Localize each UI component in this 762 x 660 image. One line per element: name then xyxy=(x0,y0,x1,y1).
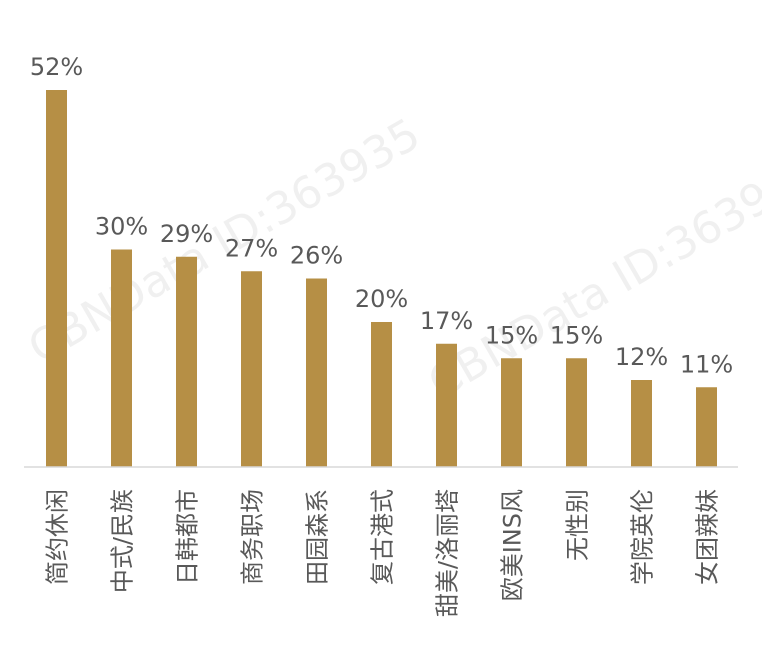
value-label-9: 12% xyxy=(615,343,668,371)
bar-7 xyxy=(501,358,522,467)
value-label-5: 20% xyxy=(355,285,408,313)
bar-8 xyxy=(566,358,587,467)
value-label-0: 52% xyxy=(30,53,83,81)
category-label-8: 无性别 xyxy=(564,489,592,561)
bar-2 xyxy=(176,256,197,467)
value-label-1: 30% xyxy=(95,213,148,241)
value-label-10: 11% xyxy=(680,350,733,378)
bar-4 xyxy=(306,278,327,467)
category-label-10: 女团辣妹 xyxy=(694,489,722,585)
bar-3 xyxy=(241,271,262,467)
bars-group xyxy=(46,90,717,467)
category-label-6: 甜美/洛丽塔 xyxy=(434,489,462,617)
category-label-1: 中式/民族 xyxy=(109,489,137,593)
value-label-3: 27% xyxy=(225,234,278,262)
value-label-7: 15% xyxy=(485,321,538,349)
category-labels-group: 简约休闲 中式/民族 日韩都市 商务职场 田园森系 复古港式 甜美/洛丽塔 欧美INS风 无性别… xyxy=(44,489,722,617)
category-label-3: 商务职场 xyxy=(239,489,267,585)
value-label-8: 15% xyxy=(550,321,603,349)
category-label-9: 学院英伦 xyxy=(629,489,657,585)
value-labels-group: 52% 30% 29% 27% 26% 20% 17% 15% 15% 12% 11% xyxy=(30,53,733,378)
bar-5 xyxy=(371,322,392,467)
category-label-7: 欧美INS风 xyxy=(499,489,527,601)
bar-9 xyxy=(631,380,652,467)
category-label-2: 日韩都市 xyxy=(174,489,202,585)
category-label-4: 田园森系 xyxy=(304,489,332,585)
bar-1 xyxy=(111,249,132,467)
value-label-2: 29% xyxy=(160,220,213,248)
bar-0 xyxy=(46,90,67,467)
value-label-6: 17% xyxy=(420,307,473,335)
value-label-4: 26% xyxy=(290,242,343,270)
category-label-0: 简约休闲 xyxy=(44,489,72,585)
bar-10 xyxy=(696,387,717,467)
bar-6 xyxy=(436,343,457,467)
category-label-5: 复古港式 xyxy=(369,489,397,585)
